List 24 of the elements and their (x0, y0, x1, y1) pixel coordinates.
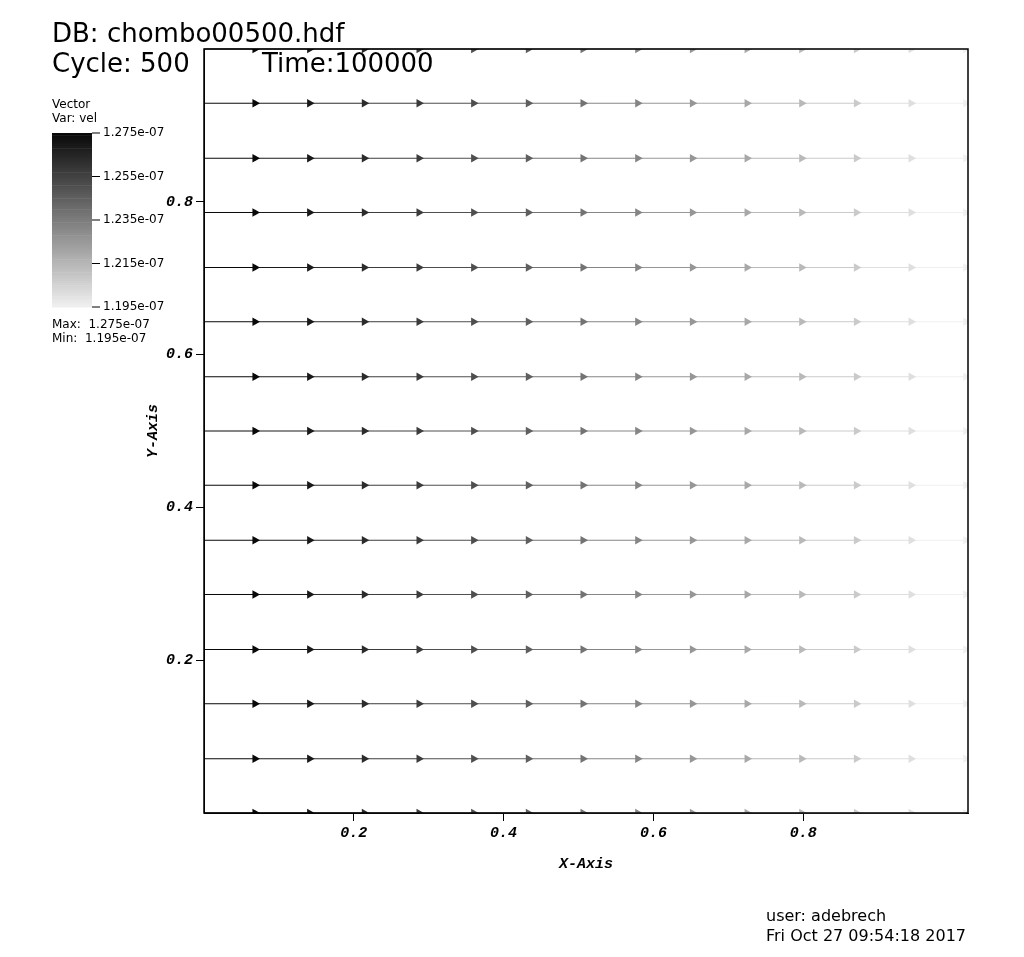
color-bar-label: 1.235e-07 (103, 212, 165, 227)
text: user: adebrech (766, 906, 887, 925)
text: Max: 1.275e-07 (52, 317, 150, 331)
x-tick-label: 0.6 (639, 824, 667, 842)
x-axis-title: X-Axis (557, 855, 614, 873)
color-bar-title: Var: vel (52, 111, 98, 125)
x-tick-label: 0.2 (340, 824, 368, 842)
y-axis-title: Y-Axis (144, 403, 162, 459)
y-tick-label: 0.4 (165, 499, 193, 517)
color-bar-label: 1.255e-07 (103, 168, 165, 183)
color-bar-label: 1.215e-07 (103, 255, 165, 270)
color-bar-label: 1.275e-07 (103, 125, 165, 140)
text: Fri Oct 27 09:54:18 2017 (766, 926, 967, 945)
y-tick-label: 0.2 (165, 651, 193, 669)
color-bar-label: 1.195e-07 (103, 299, 165, 314)
x-tick-label: 0.4 (490, 824, 518, 842)
text: DB: chombo00500.hdf (52, 18, 345, 48)
annotation: Time:100000 (262, 48, 434, 78)
legend-title: Vector (52, 97, 91, 111)
text: Cycle: 500 (52, 48, 190, 78)
text: Min: 1.195e-07 (52, 331, 147, 345)
y-tick-label: 0.8 (165, 193, 193, 211)
x-tick-label: 0.8 (789, 824, 817, 842)
y-tick-label: 0.6 (165, 346, 193, 364)
